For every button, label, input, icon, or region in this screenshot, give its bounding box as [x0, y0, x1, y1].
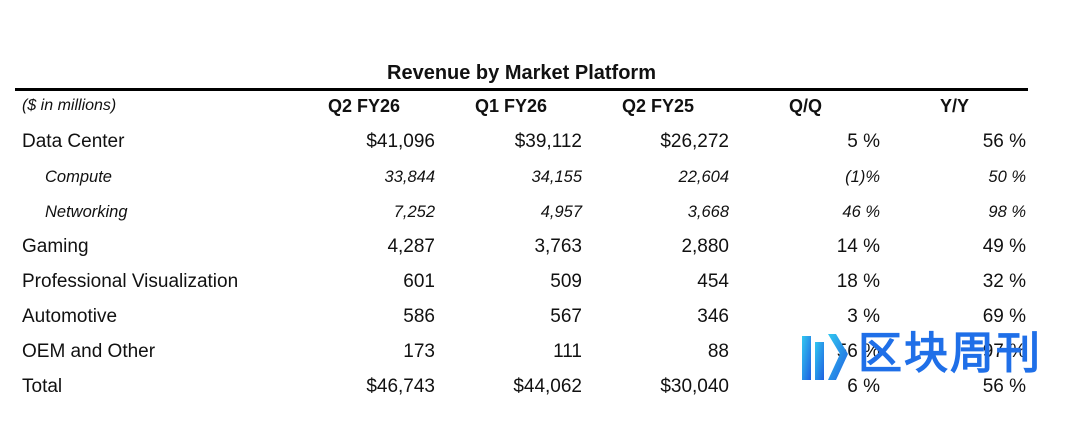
cell-yy: 56 % — [982, 376, 1026, 397]
table-row-compute: Compute 33,844 34,155 22,604 (1)% 50 % — [15, 160, 1028, 194]
cell-qq: 46 % — [842, 203, 880, 221]
row-label: Professional Visualization — [22, 271, 239, 292]
column-header-qq: Q/Q — [789, 96, 823, 116]
cell-q2fy25: 2,880 — [681, 236, 729, 257]
blockchain-weekly-logo-icon — [798, 326, 854, 384]
cell-q2fy26: $46,743 — [366, 376, 435, 397]
column-header-q1fy26: Q1 FY26 — [475, 96, 548, 116]
cell-yy: 32 % — [982, 271, 1026, 292]
cell-q1fy26: 4,957 — [540, 203, 582, 221]
row-label: Total — [22, 376, 63, 397]
cell-q1fy26: 3,763 — [534, 236, 582, 257]
table-row-data-center: Data Center $41,096 $39,112 $26,272 5 % … — [15, 125, 1028, 159]
cell-q2fy25: 3,668 — [687, 203, 729, 221]
table-row-professional-visualization: Professional Visualization 601 509 454 1… — [15, 265, 1028, 299]
cell-q2fy25: $30,040 — [660, 376, 729, 397]
row-label: Automotive — [22, 306, 118, 327]
cell-yy: 56 % — [982, 131, 1026, 152]
cell-q1fy26: 567 — [550, 306, 582, 327]
cell-q2fy25: 454 — [697, 271, 729, 292]
table-title: Revenue by Market Platform — [387, 62, 656, 84]
row-label: Gaming — [22, 236, 89, 257]
watermark: 区块周刊 — [788, 320, 1068, 398]
table-row-gaming: Gaming 4,287 3,763 2,880 14 % 49 % — [15, 230, 1028, 264]
row-label: Compute — [45, 168, 112, 186]
cell-qq: 14 % — [836, 236, 880, 257]
table-row-automotive: Automotive 586 567 346 3 % 69 % — [15, 300, 1028, 334]
cell-q2fy26: 7,252 — [393, 203, 435, 221]
cell-qq: 6 % — [847, 376, 880, 397]
column-header-q2fy26: Q2 FY26 — [328, 96, 401, 116]
cell-q2fy26: 586 — [403, 306, 435, 327]
row-label: Networking — [45, 203, 128, 221]
row-label: OEM and Other — [22, 341, 156, 362]
table-row-oem-and-other: OEM and Other 173 111 88 56 % 97 % — [15, 335, 1028, 369]
cell-q2fy26: 601 — [403, 271, 435, 292]
cell-q1fy26: $39,112 — [514, 131, 582, 152]
cell-q1fy26: 509 — [550, 271, 582, 292]
cell-q2fy26: 33,844 — [384, 168, 435, 186]
cell-q2fy26: 4,287 — [387, 236, 435, 257]
row-label: Data Center — [22, 131, 125, 152]
cell-qq: 56 % — [836, 341, 880, 362]
column-header-q2fy25: Q2 FY25 — [622, 96, 695, 116]
cell-q2fy25: 88 — [707, 341, 729, 362]
cell-yy: 50 % — [988, 168, 1026, 186]
cell-qq: 18 % — [836, 271, 880, 292]
cell-q2fy26: 173 — [403, 341, 435, 362]
cell-qq: 3 % — [847, 306, 880, 327]
cell-yy: 97 % — [982, 341, 1026, 362]
table-row-networking: Networking 7,252 4,957 3,668 46 % 98 % — [15, 195, 1028, 229]
cell-q2fy25: $26,272 — [660, 131, 729, 152]
cell-yy: 98 % — [988, 203, 1026, 221]
cell-q2fy25: 22,604 — [678, 168, 729, 186]
cell-yy: 69 % — [982, 306, 1026, 327]
cell-q2fy26: $41,096 — [366, 131, 435, 152]
column-header-yy: Y/Y — [940, 96, 970, 116]
table-row-total: Total $46,743 $44,062 $30,040 6 % 56 % — [15, 370, 1028, 404]
header-rule — [15, 88, 1028, 91]
cell-qq: (1)% — [845, 168, 880, 186]
cell-q1fy26: 34,155 — [531, 168, 582, 186]
units-label: ($ in millions) — [22, 97, 117, 114]
cell-qq: 5 % — [847, 131, 880, 152]
cell-q2fy25: 346 — [697, 306, 729, 327]
cell-q1fy26: $44,062 — [513, 376, 582, 397]
cell-yy: 49 % — [982, 236, 1026, 257]
cell-q1fy26: 111 — [553, 341, 582, 362]
table-header-row: ($ in millions) Q2 FY26 Q1 FY26 Q2 FY25 … — [15, 89, 1028, 123]
watermark-text: 区块周刊 — [858, 328, 1042, 379]
